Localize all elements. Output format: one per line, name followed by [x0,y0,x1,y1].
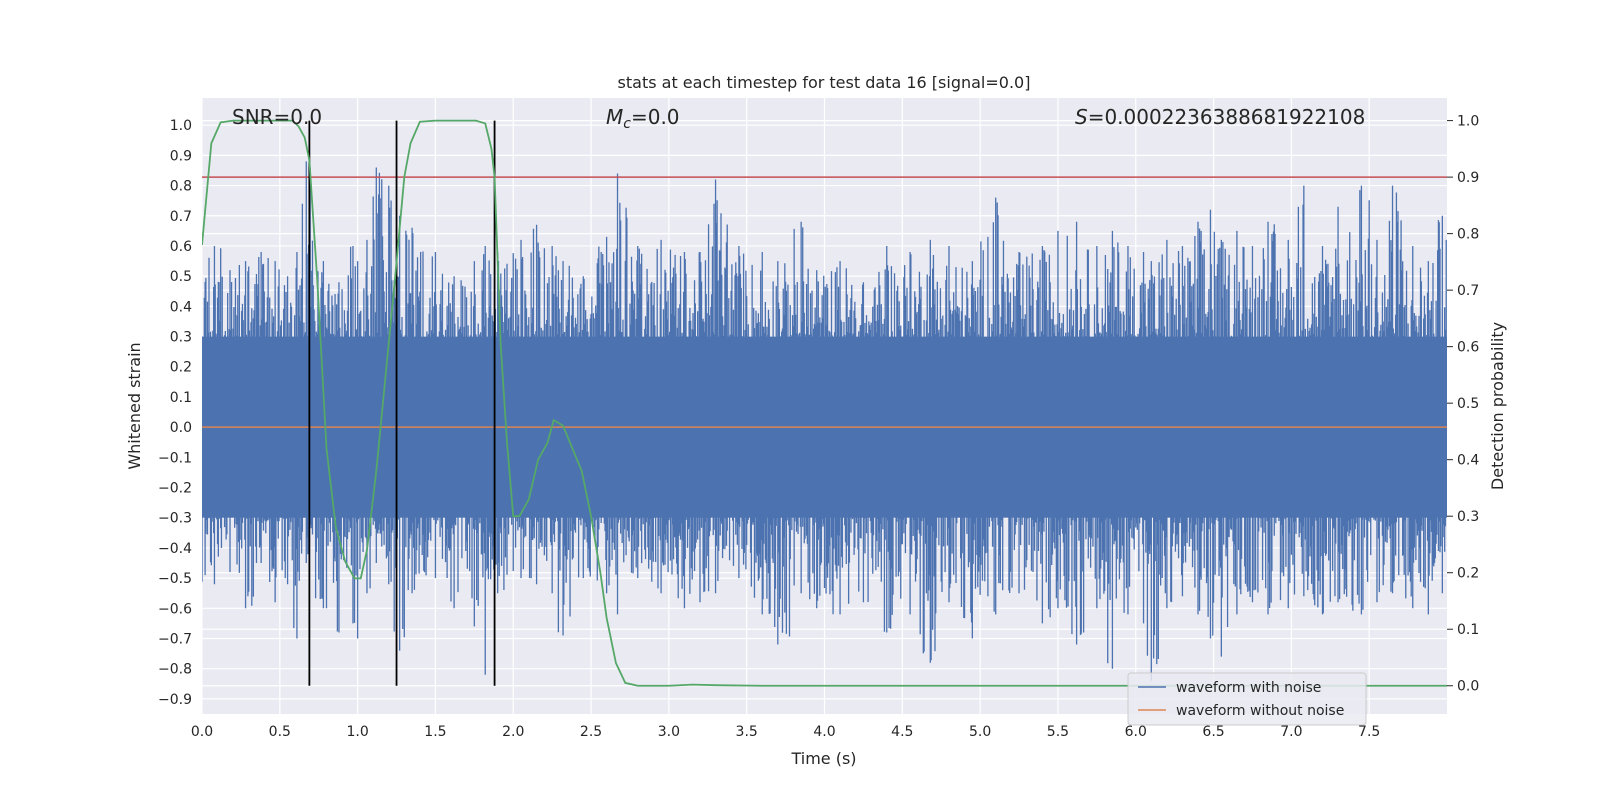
y-right-tick-label: 0.2 [1457,566,1479,582]
x-tick-label: 0.0 [191,724,213,740]
s-symbol: S [1075,105,1088,129]
legend: waveform with noise waveform without noi… [1127,672,1367,726]
legend-box [1127,672,1367,726]
series-detection-probability [202,119,1447,687]
y-right-tick-label: 0.7 [1457,283,1479,299]
x-tick-label: 1.0 [346,724,368,740]
detection-probability-line [202,119,1447,687]
y-right-tick-label: 0.5 [1457,396,1479,412]
y-left-tick-label: −0.7 [158,632,192,648]
y-left-tick-label: 0.7 [170,209,192,225]
y-left-tick-label: 0.0 [170,420,192,436]
noise-trace [202,161,1447,681]
y-left-tick-label: −0.5 [158,571,192,587]
y-axis-left-title: Whitened strain [125,342,144,469]
y-right-tick-label: 0.4 [1457,453,1479,469]
legend-label-clean: waveform without noise [1176,703,1344,719]
x-tick-label: 7.5 [1358,724,1380,740]
y-left-tick-label: 0.8 [170,179,192,195]
y-left-tick-label: 0.9 [170,148,192,164]
x-axis-title: Time (s) [790,749,856,768]
y-left-tick-label: 0.3 [170,330,192,346]
y-axis-right-ticks: 1.0 0.9 0.8 0.7 0.6 0.5 0.4 0.3 0.2 0.1 0.0 [1447,114,1479,695]
y-left-tick-label: −0.2 [158,481,192,497]
y-right-tick-label: 0.8 [1457,227,1479,243]
x-tick-label: 7.0 [1280,724,1302,740]
mc-value: =0.0 [631,105,680,129]
legend-label-noise: waveform with noise [1176,680,1321,696]
y-left-tick-label: −0.8 [158,662,192,678]
chart-title: stats at each timestep for test data 16 … [618,73,1031,92]
y-left-tick-label: −0.4 [158,541,192,557]
x-tick-label: 2.5 [580,724,602,740]
vertical-markers [308,120,496,686]
x-tick-label: 3.0 [658,724,680,740]
x-tick-label: 4.0 [813,724,835,740]
x-tick-label: 6.5 [1202,724,1224,740]
x-tick-label: 5.0 [969,724,991,740]
y-axis-left-ticks: 1.0 0.9 0.8 0.7 0.6 0.5 0.4 0.3 0.2 0.1 0.0 −0.1 −0.… [158,118,192,708]
chirp-mass-annotation: Mc=0.0 [606,105,680,132]
y-right-tick-label: 0.3 [1457,509,1479,525]
x-tick-label: 4.5 [891,724,913,740]
snr-annotation: SNR=0.0 [232,105,322,129]
y-left-tick-label: 0.4 [170,299,192,315]
x-tick-label: 2.0 [502,724,524,740]
y-right-tick-label: 0.9 [1457,170,1479,186]
y-left-tick-label: 0.1 [170,390,192,406]
y-left-tick-label: −0.6 [158,601,192,617]
mc-symbol: M [606,105,623,129]
y-right-tick-label: 0.1 [1457,622,1479,638]
y-left-tick-label: 0.6 [170,239,192,255]
y-right-tick-label: 0.6 [1457,340,1479,356]
y-left-tick-label: 0.2 [170,360,192,376]
y-right-tick-label: 0.0 [1457,679,1479,695]
y-right-tick-label: 1.0 [1457,114,1479,130]
y-axis-right-title: Detection probability [1488,322,1507,490]
x-tick-label: 3.5 [736,724,758,740]
x-axis-ticks: 0.0 0.5 1.0 1.5 2.0 2.5 3.0 3.5 4.0 4.5 5.0 5.5 6.0 6… [191,724,1380,740]
x-tick-label: 1.5 [424,724,446,740]
y-left-tick-label: −0.1 [158,450,192,466]
mc-subscript: c [623,116,631,132]
y-left-tick-label: −0.3 [158,511,192,527]
y-left-tick-label: 1.0 [170,118,192,134]
x-tick-label: 0.5 [269,724,291,740]
y-left-tick-label: −0.9 [158,692,192,708]
s-value: =0.0002236388681922108 [1088,105,1366,129]
y-left-tick-label: 0.5 [170,269,192,285]
x-tick-label: 6.0 [1125,724,1147,740]
s-statistic-annotation: S=0.0002236388681922108 [1075,105,1365,129]
x-tick-label: 5.5 [1047,724,1069,740]
